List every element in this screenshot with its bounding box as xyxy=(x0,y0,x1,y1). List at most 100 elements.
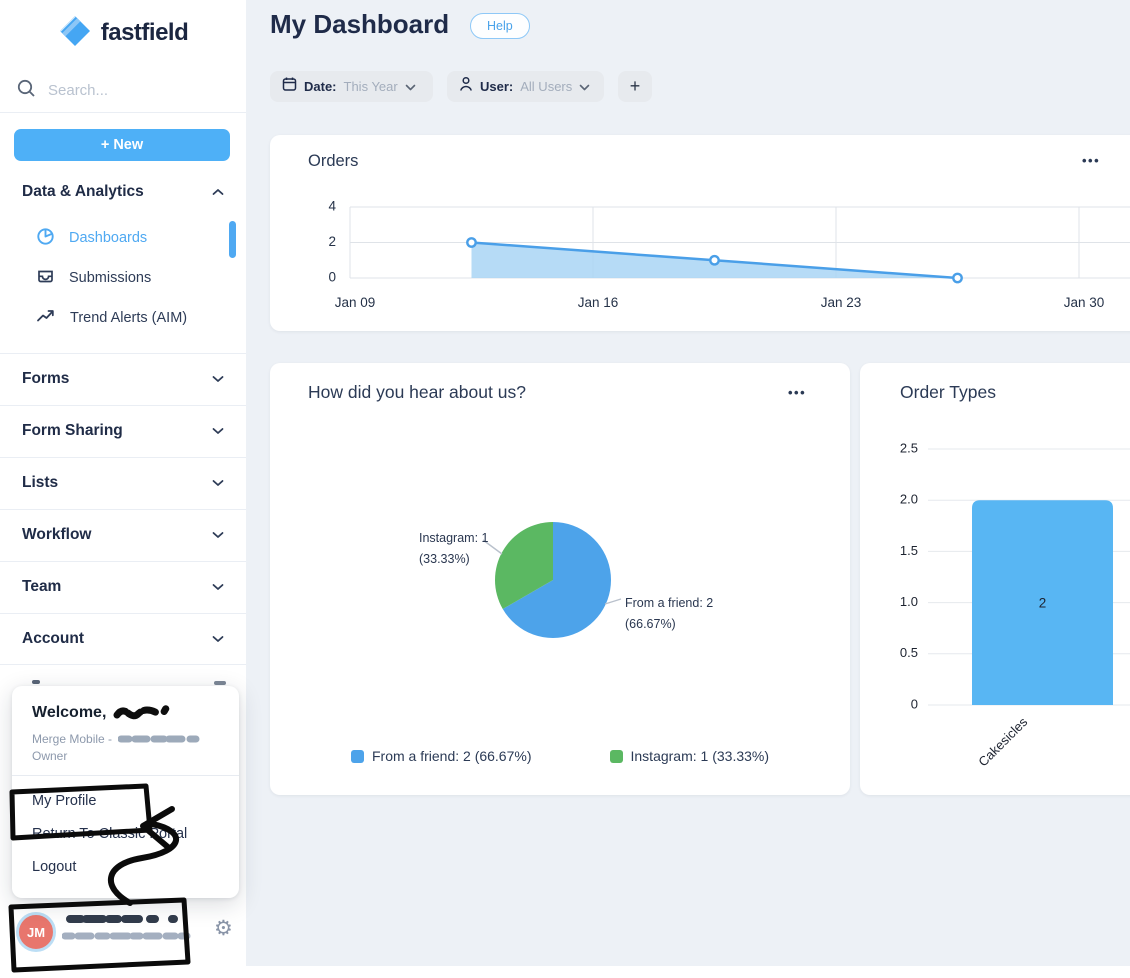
avatar[interactable]: JM xyxy=(16,912,56,952)
svg-text:2: 2 xyxy=(328,234,336,249)
order-types-bar-chart: 0 0.5 1.0 1.5 2.0 2.5 2 Cakesicles xyxy=(860,431,1130,795)
order-types-card: Order Types 0 0.5 1.0 1.5 2.0 2.5 2 Cakesicles xyxy=(860,363,1130,795)
legend-item: Instagram: 1 (33.33%) xyxy=(609,748,770,764)
section-label: Team xyxy=(22,578,62,595)
divider xyxy=(0,664,246,665)
divider xyxy=(12,775,239,776)
section-label: Data & Analytics xyxy=(22,183,144,200)
new-button[interactable]: + New xyxy=(14,129,230,161)
search-icon xyxy=(16,78,36,103)
hear-about-pie-chart: From a friend: 2 (66.67%) Instagram: 1 (33.… xyxy=(270,458,850,733)
svg-text:0: 0 xyxy=(911,696,918,711)
chevron-down-icon xyxy=(212,578,224,596)
svg-text:Instagram: 1: Instagram: 1 xyxy=(419,531,489,545)
sidebar-item-label: Submissions xyxy=(69,270,152,286)
add-filter-button[interactable]: + xyxy=(618,71,652,102)
svg-text:1.5: 1.5 xyxy=(900,543,918,558)
page-title: My Dashboard xyxy=(270,9,450,39)
svg-text:0.5: 0.5 xyxy=(900,645,918,660)
svg-text:Jan 16: Jan 16 xyxy=(578,295,619,310)
svg-text:2.5: 2.5 xyxy=(900,440,918,455)
section-label: Account xyxy=(22,630,84,647)
sidebar-section-data-analytics[interactable]: Data & Analytics xyxy=(0,176,246,208)
legend-label: Instagram: 1 (33.33%) xyxy=(630,748,770,764)
svg-text:From a friend: 2: From a friend: 2 xyxy=(625,596,713,610)
person-icon xyxy=(459,76,473,97)
orders-area-chart: 0 2 4 Jan 09 Jan 16 Jan 23 Jan 30 xyxy=(270,187,1130,331)
sidebar-item-trend-alerts[interactable]: Trend Alerts (AIM) xyxy=(0,300,246,336)
svg-text:4: 4 xyxy=(328,199,336,214)
svg-text:2: 2 xyxy=(1039,596,1047,611)
role-text: Owner xyxy=(32,749,68,763)
sidebar-section-form-sharing[interactable]: Form Sharing xyxy=(0,405,246,457)
section-label: Form Sharing xyxy=(22,422,123,439)
menu-item-logout[interactable]: Logout xyxy=(32,859,77,875)
user-filter-value: All Users xyxy=(520,79,573,94)
svg-text:(33.33%): (33.33%) xyxy=(419,552,470,566)
divider xyxy=(0,613,246,614)
hidden-nav-chevron-sliver xyxy=(214,681,226,685)
legend-item: From a friend: 2 (66.67%) xyxy=(350,748,532,764)
date-filter[interactable]: Date: This Year xyxy=(270,71,433,102)
user-filter[interactable]: User: All Users xyxy=(447,71,604,102)
chevron-down-icon xyxy=(212,526,224,544)
redacted-account-subtext xyxy=(62,932,191,940)
date-filter-value: This Year xyxy=(343,79,398,94)
sidebar-section-forms[interactable]: Forms xyxy=(0,353,246,405)
hear-about-menu-ellipsis-icon[interactable]: ••• xyxy=(788,385,807,400)
divider xyxy=(0,405,246,406)
calendar-icon xyxy=(282,76,297,97)
chevron-down-icon xyxy=(212,630,224,648)
inbox-icon xyxy=(36,267,55,290)
section-label: Forms xyxy=(22,370,70,387)
sidebar-section-account[interactable]: Account xyxy=(0,613,246,665)
chevron-down-icon xyxy=(212,422,224,440)
sidebar-item-dashboards[interactable]: Dashboards xyxy=(0,220,246,256)
menu-item-my-profile[interactable]: My Profile xyxy=(32,793,97,809)
brand-logo[interactable]: fastfield xyxy=(0,12,246,54)
fastfield-diamond-icon xyxy=(58,14,92,53)
pie-legend: From a friend: 2 (66.67%) Instagram: 1 (… xyxy=(270,748,850,764)
menu-item-return-classic[interactable]: Return To Classic Portal xyxy=(32,826,188,842)
search-input[interactable] xyxy=(48,81,218,99)
welcome-text: Welcome, xyxy=(32,704,107,721)
svg-text:(66.67%): (66.67%) xyxy=(625,617,676,631)
hear-about-card-title: How did you hear about us? xyxy=(308,382,526,402)
section-label: Workflow xyxy=(22,526,92,543)
orders-card: Orders ••• 0 2 4 Jan 09 Jan 16 Jan 23 Jan 30 xyxy=(270,135,1130,331)
chevron-up-icon xyxy=(212,183,224,201)
order-types-card-title: Order Types xyxy=(900,382,996,402)
svg-text:Jan 23: Jan 23 xyxy=(821,295,862,310)
chevron-down-icon xyxy=(212,474,224,492)
gear-icon[interactable]: ⚙ xyxy=(214,917,233,940)
date-filter-label: Date: xyxy=(304,79,337,94)
divider xyxy=(0,112,246,113)
legend-swatch-blue xyxy=(350,749,364,763)
trend-icon xyxy=(36,307,56,330)
legend-label: From a friend: 2 (66.67%) xyxy=(371,748,532,764)
orders-menu-ellipsis-icon[interactable]: ••• xyxy=(1082,153,1101,168)
sidebar-item-label: Trend Alerts (AIM) xyxy=(70,310,188,326)
sidebar-section-team[interactable]: Team xyxy=(0,561,246,613)
svg-text:Jan 30: Jan 30 xyxy=(1064,295,1105,310)
chevron-down-icon xyxy=(212,370,224,388)
orders-card-title: Orders xyxy=(308,152,359,170)
redacted-account-name xyxy=(66,915,178,923)
redacted-org-name xyxy=(118,735,205,743)
sidebar-section-workflow[interactable]: Workflow xyxy=(0,509,246,561)
hear-about-card: How did you hear about us? ••• From a fr… xyxy=(270,363,850,795)
svg-text:2.0: 2.0 xyxy=(900,492,918,507)
svg-text:1.0: 1.0 xyxy=(900,594,918,609)
chevron-down-icon xyxy=(579,78,590,96)
user-filter-label: User: xyxy=(480,79,514,94)
brand-name: fastfield xyxy=(100,19,189,46)
avatar-initials: JM xyxy=(26,924,46,940)
sidebar-item-submissions[interactable]: Submissions xyxy=(0,260,246,296)
help-button[interactable]: Help xyxy=(470,13,530,39)
sidebar-item-label: Dashboards xyxy=(69,230,148,246)
section-label: Lists xyxy=(22,474,59,491)
sidebar-section-lists[interactable]: Lists xyxy=(0,457,246,509)
svg-text:Cakesicles: Cakesicles xyxy=(975,714,1030,769)
org-text: Merge Mobile - xyxy=(32,732,113,746)
